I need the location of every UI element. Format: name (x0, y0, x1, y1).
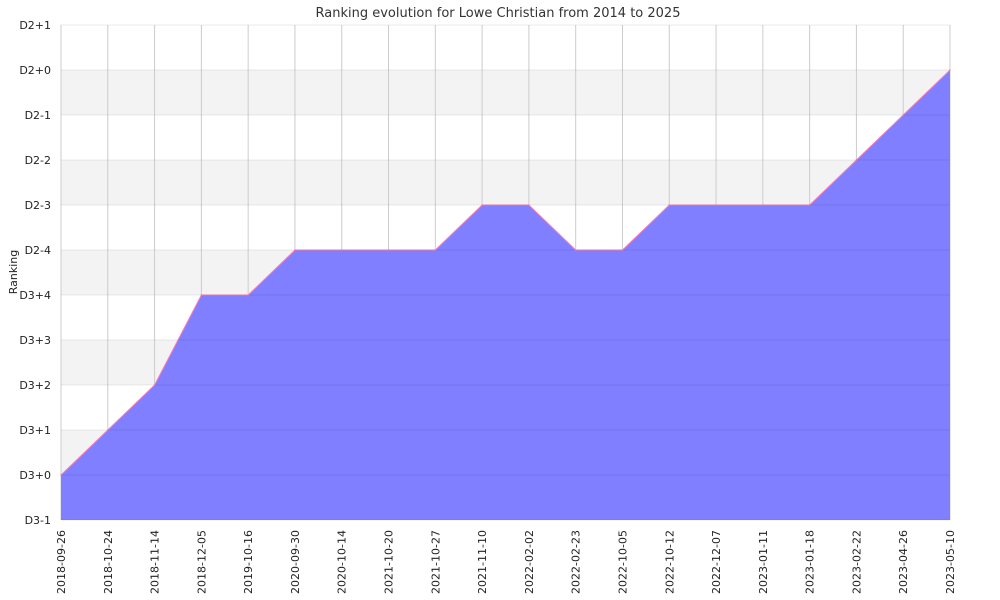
data-point (855, 159, 858, 161)
y-axis-label: Ranking (7, 250, 20, 295)
x-tick-label: 2021-10-27 (429, 530, 442, 594)
band (61, 115, 950, 160)
x-tick-label: 2022-02-02 (523, 530, 536, 594)
x-tick-label: 2020-10-14 (336, 530, 349, 594)
x-tick-label: 2019-10-16 (242, 530, 255, 594)
area-layer (60, 69, 951, 520)
y-axis-ticks: D3-1 D3+0 D3+1 D3+2 D3+3 D3+4 D2-4 D2-3 D2-2 D2-1… (19, 19, 51, 527)
data-point (60, 474, 62, 476)
series-line (60, 69, 951, 476)
data-point (902, 114, 905, 116)
data-point (247, 294, 249, 296)
y-tick-label: D2-4 (25, 244, 51, 257)
x-tick-label: 2022-10-12 (663, 530, 676, 594)
x-tick-label: 2023-01-11 (757, 530, 770, 594)
data-point (574, 249, 577, 251)
data-point (387, 249, 390, 251)
chart-title: Ranking evolution for Lowe Christian fro… (316, 6, 681, 21)
data-point (340, 249, 343, 251)
x-tick-label: 2018-09-26 (55, 530, 68, 594)
x-tick-label: 2023-02-22 (850, 530, 863, 594)
y-tick-label: D2-3 (25, 199, 51, 212)
y-tick-label: D3+1 (19, 424, 51, 437)
data-point (668, 204, 671, 206)
data-point (808, 204, 811, 206)
data-point (528, 204, 530, 206)
y-tick-label: D3-1 (25, 514, 51, 527)
x-tick-label: 2023-05-10 (944, 530, 957, 594)
x-axis-ticks: 2018-09-26 2018-10-24 2018-11-14 2018-12-05… (55, 530, 957, 594)
x-tick-label: 2022-02-23 (570, 530, 583, 594)
data-point (294, 249, 296, 251)
y-tick-label: D3+3 (19, 334, 51, 347)
x-tick-label: 2022-10-05 (616, 530, 629, 594)
band (61, 160, 950, 205)
x-tick-label: 2021-11-10 (476, 530, 489, 594)
y-tick-label: D3+0 (19, 469, 51, 482)
x-tick-label: 2022-12-07 (710, 530, 723, 594)
x-tick-label: 2023-01-18 (804, 530, 817, 594)
y-tick-label: D3+2 (19, 379, 51, 392)
x-tick-label: 2018-11-14 (149, 530, 162, 594)
data-point (949, 69, 951, 71)
x-tick-label: 2023-04-26 (897, 530, 910, 594)
data-point (434, 249, 437, 251)
y-tick-label: D2+0 (19, 64, 51, 77)
x-tick-label: 2018-10-24 (102, 530, 115, 594)
data-point (621, 249, 624, 251)
data-point (200, 294, 203, 296)
data-point (481, 204, 483, 206)
data-point (153, 384, 156, 386)
band (61, 25, 950, 70)
x-tick-label: 2021-10-20 (383, 530, 396, 594)
x-tick-label: 2020-09-30 (289, 530, 302, 594)
data-point (715, 204, 717, 206)
series-area (61, 70, 950, 520)
y-tick-label: D2+1 (19, 19, 51, 32)
x-tick-label: 2018-12-05 (195, 530, 208, 594)
data-point (106, 429, 109, 431)
band (61, 70, 950, 115)
horizontal-gridlines (61, 24, 950, 521)
y-tick-label: D2-2 (25, 154, 51, 167)
y-tick-label: D3+4 (19, 289, 51, 302)
y-tick-label: D2-1 (25, 109, 51, 122)
data-point (762, 204, 764, 206)
